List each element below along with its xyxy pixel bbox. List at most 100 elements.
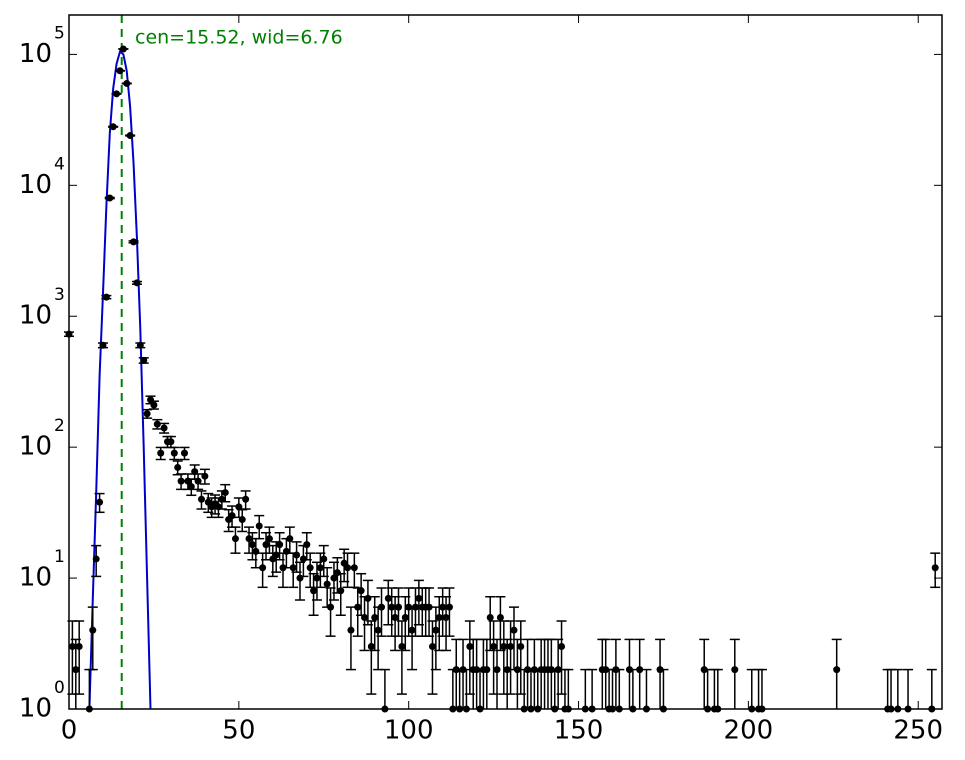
data-point	[385, 595, 392, 602]
data-point	[293, 552, 300, 559]
data-point	[483, 666, 490, 673]
data-point	[500, 643, 507, 650]
data-point	[232, 535, 239, 542]
fit-annotation: cen=15.52, wid=6.76	[135, 27, 343, 49]
data-point	[120, 45, 127, 52]
data-point	[259, 564, 266, 571]
y-tick-exponent: 3	[54, 285, 65, 305]
data-point	[93, 555, 100, 562]
data-point	[140, 357, 147, 364]
data-point	[443, 614, 450, 621]
data-point	[103, 294, 110, 301]
data-point	[174, 464, 181, 471]
data-point	[354, 604, 361, 611]
data-point	[123, 80, 130, 87]
data-point	[256, 522, 263, 529]
data-point	[72, 666, 79, 673]
data-point	[347, 627, 354, 634]
data-point	[286, 535, 293, 542]
data-point	[371, 614, 378, 621]
data-point	[171, 450, 178, 457]
data-point	[263, 541, 270, 548]
data-point	[517, 643, 524, 650]
data-point	[201, 473, 208, 480]
data-point	[324, 581, 331, 588]
data-point	[116, 67, 123, 74]
data-point	[110, 123, 117, 130]
data-point	[161, 425, 168, 432]
data-point	[198, 496, 205, 503]
data-point	[497, 614, 504, 621]
data-point	[266, 535, 273, 542]
data-point	[446, 604, 453, 611]
data-point	[439, 604, 446, 611]
data-point	[296, 575, 303, 582]
data-point	[392, 614, 399, 621]
data-point	[490, 643, 497, 650]
data-point	[731, 666, 738, 673]
data-point	[133, 279, 140, 286]
data-point	[361, 614, 368, 621]
data-point	[833, 666, 840, 673]
data-point	[307, 564, 314, 571]
data-point	[300, 555, 307, 562]
data-point	[337, 587, 344, 594]
x-tick-label: 250	[893, 716, 943, 746]
data-point	[375, 627, 382, 634]
data-point	[276, 541, 283, 548]
data-point	[181, 450, 188, 457]
data-point	[494, 666, 501, 673]
y-tick-label: 10	[19, 170, 52, 200]
data-point	[358, 587, 365, 594]
data-point	[313, 575, 320, 582]
data-point	[320, 555, 327, 562]
data-point	[167, 438, 174, 445]
data-point	[344, 564, 351, 571]
data-point	[409, 627, 416, 634]
data-point	[99, 342, 106, 349]
data-point	[378, 604, 385, 611]
y-tick-label: 10	[19, 39, 52, 69]
data-point	[96, 499, 103, 506]
data-point	[402, 614, 409, 621]
y-tick-label: 10	[19, 301, 52, 331]
x-tick-label: 150	[554, 716, 604, 746]
x-tick-label: 200	[724, 716, 774, 746]
y-tick-exponent: 5	[54, 23, 65, 43]
data-point	[364, 595, 371, 602]
data-point	[222, 489, 229, 496]
data-point	[466, 643, 473, 650]
data-point	[436, 614, 443, 621]
y-tick-exponent: 4	[54, 154, 65, 174]
y-tick-exponent: 2	[54, 416, 65, 436]
data-point	[127, 132, 134, 139]
data-point	[932, 564, 939, 571]
data-point	[487, 614, 494, 621]
data-point	[510, 627, 517, 634]
data-point	[144, 410, 151, 417]
y-tick-label: 10	[19, 694, 52, 724]
y-tick-label: 10	[19, 432, 52, 462]
data-point	[395, 604, 402, 611]
data-point	[327, 604, 334, 611]
data-point	[137, 342, 144, 349]
y-tick-exponent: 1	[54, 547, 65, 567]
data-point	[368, 643, 375, 650]
data-point	[398, 643, 405, 650]
data-point	[303, 541, 310, 548]
x-tick-label: 0	[61, 716, 78, 746]
data-point	[351, 564, 358, 571]
x-tick-label: 50	[222, 716, 255, 746]
data-point	[290, 564, 297, 571]
data-point	[239, 516, 246, 523]
y-tick-exponent: 0	[54, 678, 65, 698]
data-point	[106, 195, 113, 202]
data-point	[130, 238, 137, 245]
data-point	[178, 478, 185, 485]
data-point	[113, 90, 120, 97]
data-point	[157, 450, 164, 457]
data-point	[242, 496, 249, 503]
data-point	[89, 627, 96, 634]
x-tick-label: 100	[384, 716, 434, 746]
